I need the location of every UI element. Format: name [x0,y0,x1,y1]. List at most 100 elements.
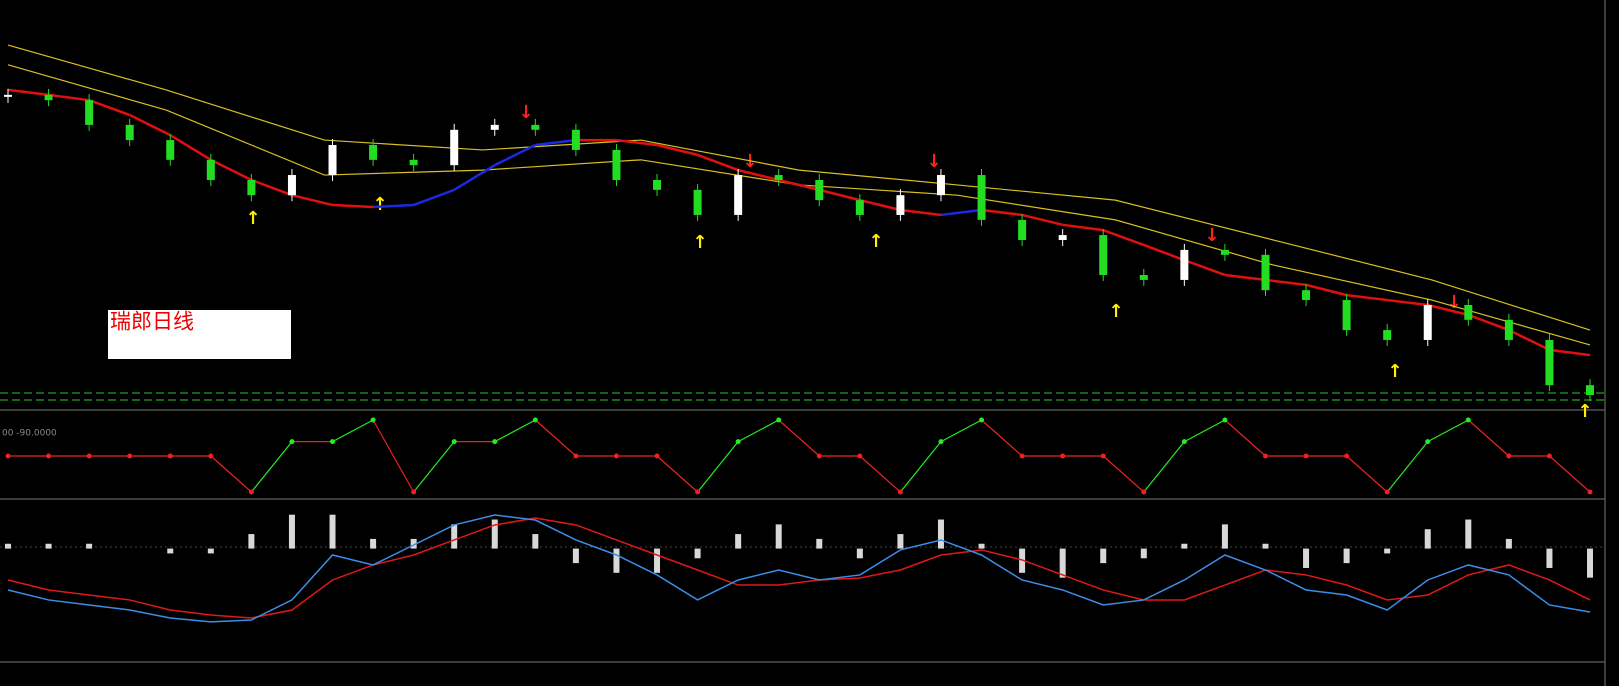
ma-line [1427,303,1469,317]
up-arrow: ↑ [1577,401,1592,422]
candle [774,175,783,180]
up-arrow: ↑ [692,232,707,253]
candle [247,179,256,196]
candle [409,159,418,166]
step-line [1102,455,1145,493]
dot [411,489,417,495]
dot [1181,439,1187,445]
down-arrow: ↓ [742,151,757,172]
ma-line [169,134,212,161]
dot [451,439,457,445]
histogram-bar [1424,529,1431,549]
ma-line [291,193,333,207]
dot [735,439,741,445]
histogram-bar [248,534,255,549]
ma-line [1183,258,1226,277]
candle [166,140,175,160]
dot [532,417,538,423]
ma-line [859,198,901,212]
step-line [899,441,942,493]
ma-line [900,208,942,217]
candle [85,100,94,125]
candle [1220,249,1229,255]
histogram-bar [735,534,742,549]
ma-line [1508,328,1550,351]
ma-line [48,93,90,102]
ma-line [1467,313,1510,332]
dot [1019,453,1025,459]
ma-line [778,178,820,192]
ma-line [940,208,982,217]
histogram-bar [1505,538,1512,549]
step-line [413,441,455,493]
dot [330,439,336,445]
dot [5,453,11,459]
candle [896,195,905,215]
candle [44,94,53,101]
histogram-bar [370,538,377,549]
histogram-bar [694,548,701,559]
candle [531,124,540,130]
down-arrow: ↓ [518,102,533,123]
ma-line [1021,213,1063,227]
histogram-bar [329,514,336,549]
step-line [940,419,982,443]
ma-line [1305,283,1347,297]
ma-line [1549,348,1591,357]
step-line [1184,419,1226,443]
candle [1261,254,1270,291]
band-line [7,44,1591,331]
dot [1100,453,1106,459]
candle [1464,305,1473,320]
candle [1586,385,1594,396]
up-arrow: ↑ [868,231,883,252]
histogram-bar [1221,524,1228,549]
step-line [1549,455,1591,493]
candle [1058,235,1067,241]
step-line [1467,419,1510,457]
dot [1222,417,1228,423]
candle [328,145,337,176]
dot [1060,453,1066,459]
step-line [534,419,577,457]
ma-line [1346,293,1388,302]
candle [1302,290,1311,301]
dot [1506,453,1512,459]
ma-line [1102,228,1145,247]
ma-line [1224,273,1266,282]
step-line [981,419,1023,457]
ma-line [373,203,414,209]
histogram-bar [451,524,458,549]
candle [734,175,743,215]
dot [1546,453,1552,459]
indicator-header: 00 -90.0000 [2,429,57,439]
up-arrow: ↑ [372,194,387,215]
dot [248,489,254,495]
up-arrow: ↑ [245,208,260,229]
ma-line [210,158,252,182]
histogram-bar [491,519,498,549]
step-line [778,419,820,457]
candle [693,189,702,215]
down-arrow: ↓ [926,151,941,172]
ma-line [697,153,739,172]
histogram-bar [856,548,863,559]
candle [4,94,12,97]
candle [571,129,580,150]
candle [653,179,662,190]
dot [370,417,376,423]
dot [1425,439,1431,445]
histogram-bar [1059,548,1066,578]
step-line [859,455,901,493]
ma-line [1143,243,1185,262]
candle [490,124,499,130]
ma-line [737,168,780,182]
candle [369,145,378,160]
step-line [1224,419,1266,457]
step-line [1427,419,1469,443]
histogram-bar [978,543,985,549]
ma-line [535,138,577,147]
histogram-bar [1262,543,1269,549]
dot [1384,489,1390,495]
histogram-bar [654,548,661,573]
